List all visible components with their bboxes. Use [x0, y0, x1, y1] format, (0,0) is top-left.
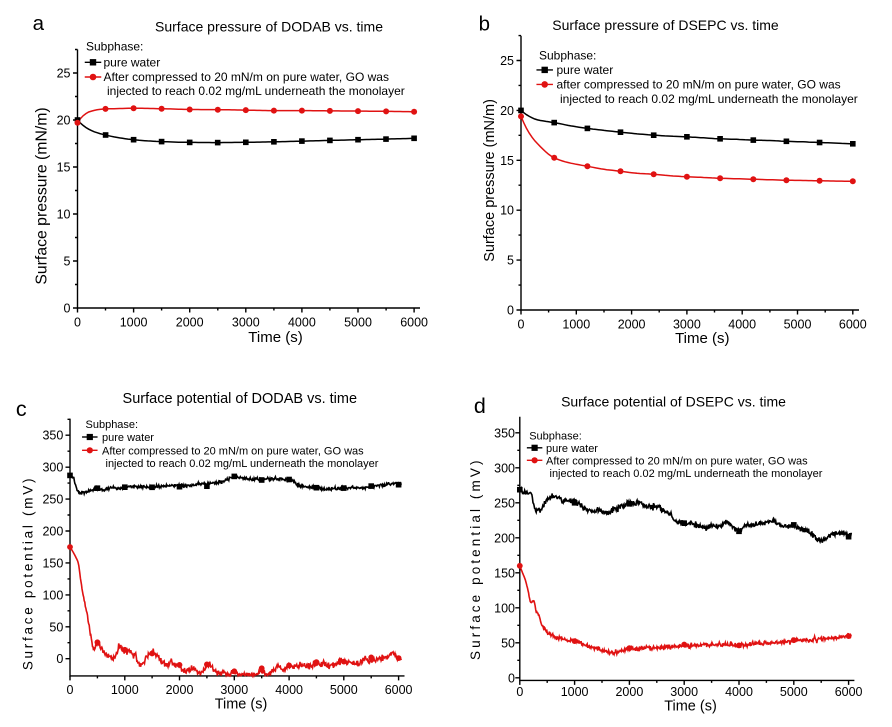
svg-text:20: 20 — [57, 114, 71, 128]
svg-text:1000: 1000 — [120, 316, 148, 330]
svg-text:20: 20 — [500, 104, 514, 118]
svg-text:2000: 2000 — [176, 316, 204, 330]
svg-text:Subphase:: Subphase: — [539, 48, 596, 62]
svg-text:3000: 3000 — [670, 685, 698, 699]
svg-text:2000: 2000 — [618, 318, 646, 332]
svg-text:1000: 1000 — [111, 683, 139, 697]
svg-text:pure water: pure water — [557, 63, 614, 77]
svg-text:Subphase:: Subphase: — [86, 40, 143, 54]
svg-text:Surface potential of DSEPC vs.: Surface potential of DSEPC vs. time — [561, 394, 786, 410]
svg-text:6000: 6000 — [385, 683, 413, 697]
svg-text:200: 200 — [42, 525, 63, 539]
svg-text:4000: 4000 — [275, 683, 303, 697]
svg-text:1000: 1000 — [561, 685, 589, 699]
svg-text:0: 0 — [74, 316, 81, 330]
svg-text:0: 0 — [518, 318, 525, 332]
svg-text:5: 5 — [64, 255, 71, 269]
svg-text:150: 150 — [494, 566, 515, 580]
svg-text:150: 150 — [42, 556, 63, 570]
svg-text:10: 10 — [500, 204, 514, 218]
svg-text:5000: 5000 — [784, 318, 812, 332]
svg-text:10: 10 — [57, 208, 71, 222]
svg-text:4000: 4000 — [725, 685, 753, 699]
svg-text:injected to reach 0.02 mg/mL u: injected to reach 0.02 mg/mL underneath … — [106, 458, 379, 470]
svg-text:Surface pressure of DSEPC vs.: Surface pressure of DSEPC vs. time — [552, 17, 779, 33]
svg-text:injected to reach 0.02 mg/mL u: injected to reach 0.02 mg/mL underneath … — [550, 468, 823, 480]
svg-text:100: 100 — [42, 588, 63, 602]
svg-text:0: 0 — [64, 302, 71, 316]
svg-text:injected to reach 0.02 mg/mL u: injected to reach 0.02 mg/mL underneath … — [560, 92, 858, 106]
svg-text:c: c — [16, 397, 27, 421]
svg-text:6000: 6000 — [835, 685, 863, 699]
svg-text:Surface pressure of DODAB vs.: Surface pressure of DODAB vs. time — [155, 18, 383, 34]
svg-text:5000: 5000 — [330, 683, 358, 697]
svg-text:3000: 3000 — [220, 683, 248, 697]
svg-text:2000: 2000 — [166, 683, 194, 697]
svg-text:Time (s): Time (s) — [675, 330, 729, 347]
svg-text:Subphase:: Subphase: — [529, 430, 582, 442]
svg-text:After compressed to 20 mN/m on: After compressed to 20 mN/m on pure wate… — [546, 455, 808, 467]
svg-text:Surface potential (mV): Surface potential (mV) — [468, 457, 483, 660]
svg-text:d: d — [474, 394, 486, 418]
svg-text:a: a — [33, 12, 45, 35]
svg-text:6000: 6000 — [839, 318, 867, 332]
svg-text:5000: 5000 — [780, 685, 808, 699]
svg-text:3000: 3000 — [232, 316, 260, 330]
svg-text:0: 0 — [56, 652, 63, 666]
svg-text:Time (s): Time (s) — [664, 699, 717, 715]
svg-text:3000: 3000 — [673, 318, 701, 332]
svg-text:15: 15 — [57, 161, 71, 175]
svg-text:350: 350 — [494, 426, 515, 440]
svg-text:After compressed to 20 mN/m on: After compressed to 20 mN/m on pure wate… — [102, 445, 364, 457]
svg-text:pure water: pure water — [546, 443, 598, 455]
svg-text:350: 350 — [42, 429, 63, 443]
svg-text:1000: 1000 — [562, 318, 590, 332]
svg-text:6000: 6000 — [400, 316, 428, 330]
svg-text:50: 50 — [501, 636, 515, 650]
svg-text:15: 15 — [500, 154, 514, 168]
svg-text:pure water: pure water — [102, 432, 154, 444]
svg-text:Time (s): Time (s) — [248, 329, 302, 346]
svg-text:4000: 4000 — [288, 316, 316, 330]
svg-text:25: 25 — [57, 67, 71, 81]
svg-text:b: b — [479, 13, 490, 36]
svg-text:0: 0 — [67, 683, 74, 697]
svg-text:after compressed to 20 mN/m on: after compressed to 20 mN/m on pure wate… — [557, 77, 841, 91]
svg-text:5000: 5000 — [344, 316, 372, 330]
svg-text:2000: 2000 — [615, 685, 643, 699]
svg-text:250: 250 — [494, 496, 515, 510]
svg-text:100: 100 — [494, 601, 515, 615]
svg-text:5: 5 — [507, 254, 514, 268]
svg-text:pure water: pure water — [104, 55, 161, 69]
svg-text:Time (s): Time (s) — [215, 697, 268, 713]
svg-text:0: 0 — [507, 304, 514, 318]
svg-text:Subphase:: Subphase: — [86, 419, 139, 431]
svg-text:After compressed to 20 mN/m on: After compressed to 20 mN/m on pure wate… — [104, 70, 389, 84]
svg-text:0: 0 — [516, 685, 523, 699]
svg-text:300: 300 — [494, 461, 515, 475]
svg-text:injected to reach 0.02 mg/mL u: injected to reach 0.02 mg/mL underneath … — [107, 84, 405, 98]
svg-text:Surface pressure (mN/m): Surface pressure (mN/m) — [34, 107, 51, 284]
svg-text:300: 300 — [42, 461, 63, 475]
svg-text:Surface potential of DODAB vs.: Surface potential of DODAB vs. time — [123, 391, 358, 407]
svg-text:50: 50 — [49, 620, 63, 634]
svg-text:4000: 4000 — [728, 318, 756, 332]
svg-text:Surface pressure (mN/m): Surface pressure (mN/m) — [482, 99, 498, 262]
svg-text:0: 0 — [508, 671, 515, 685]
svg-text:25: 25 — [500, 54, 514, 68]
svg-text:Surface potential (mV): Surface potential (mV) — [21, 476, 36, 670]
svg-text:250: 250 — [42, 493, 63, 507]
svg-text:200: 200 — [494, 531, 515, 545]
